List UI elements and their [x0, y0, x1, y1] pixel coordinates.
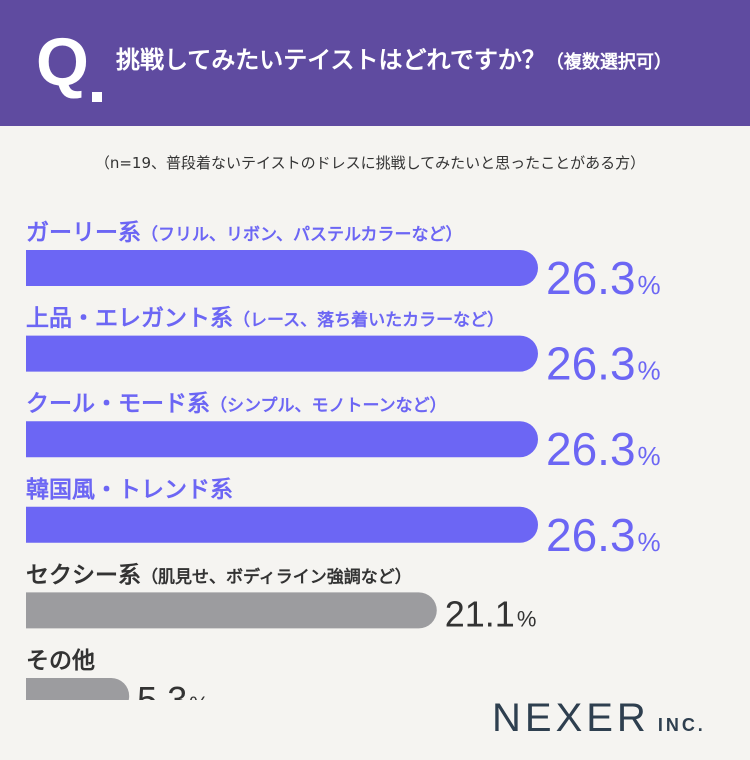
category-name: その他: [26, 648, 95, 674]
bar: [26, 678, 130, 700]
category-name: ガーリー系: [26, 220, 141, 246]
value-unit: %: [638, 356, 661, 386]
value-number: 5.3: [137, 679, 187, 700]
category-label: 上品・エレガント系（レース、落ち着いたカラーなど）: [26, 306, 504, 332]
question-title: 挑戦してみたいテイストはどれですか？（複数選択可）: [116, 40, 672, 83]
bar: [26, 506, 538, 543]
value-unit: %: [638, 527, 661, 557]
value-unit: %: [638, 270, 661, 300]
sample-note: （n=19、普段着ないテイストのドレスに挑戦してみたいと思ったことがある方）: [94, 154, 646, 172]
category-name: セクシー系: [26, 562, 141, 588]
category-note: （レース、落ち着いたカラーなど）: [233, 310, 504, 331]
value-number: 21.1: [445, 593, 515, 634]
header-banner: Q 挑戦してみたいテイストはどれですか？（複数選択可）: [0, 0, 750, 126]
value-unit: %: [189, 692, 209, 700]
q-label: Q: [36, 24, 89, 100]
category-note: （肌見せ、ボディライン強調など）: [141, 566, 412, 587]
value-label: 5.3%: [137, 679, 209, 700]
category-label: 韓国風・トレンド系: [26, 476, 233, 503]
category-note: （シンプル、モノトーンなど）: [210, 395, 447, 416]
category-name: クール・モード系: [26, 391, 210, 417]
logo-suffix: INC.: [657, 715, 706, 735]
question-note: （複数選択可）: [545, 52, 672, 73]
value-unit: %: [517, 606, 537, 631]
value-number: 26.3: [546, 509, 636, 561]
category-label: クール・モード系（シンプル、モノトーンなど）: [26, 391, 447, 417]
category-label: セクシー系（肌見せ、ボディライン強調など）: [26, 562, 412, 588]
bar: [26, 592, 437, 629]
value-number: 26.3: [546, 338, 636, 390]
bar-chart: ガーリー系（フリル、リボン、パステルカラーなど） 26.3% 上品・エレガント系（レ…: [26, 220, 661, 700]
bar: [26, 250, 538, 286]
category-label: ガーリー系（フリル、リボン、パステルカラーなど）: [26, 220, 462, 246]
question-text: 挑戦してみたいテイストはどれですか？: [116, 46, 546, 74]
value-unit: %: [638, 441, 661, 471]
value-label: 21.1%: [445, 593, 537, 634]
category-name: 韓国風・トレンド系: [26, 476, 233, 503]
value-label: 26.3%: [546, 338, 661, 390]
value-label: 26.3%: [546, 423, 661, 475]
value-label: 26.3%: [546, 252, 661, 304]
value-label: 26.3%: [546, 509, 661, 561]
category-label: その他: [26, 648, 95, 674]
bar: [26, 335, 538, 372]
value-number: 26.3: [546, 252, 636, 304]
category-name: 上品・エレガント系: [26, 306, 233, 332]
bar: [26, 421, 538, 458]
q-dot-icon: [92, 92, 102, 102]
value-number: 26.3: [546, 423, 636, 475]
logo-main: NEXER: [492, 696, 650, 740]
category-note: （フリル、リボン、パステルカラーなど）: [141, 224, 462, 245]
nexer-logo: NEXER INC.: [492, 698, 706, 746]
